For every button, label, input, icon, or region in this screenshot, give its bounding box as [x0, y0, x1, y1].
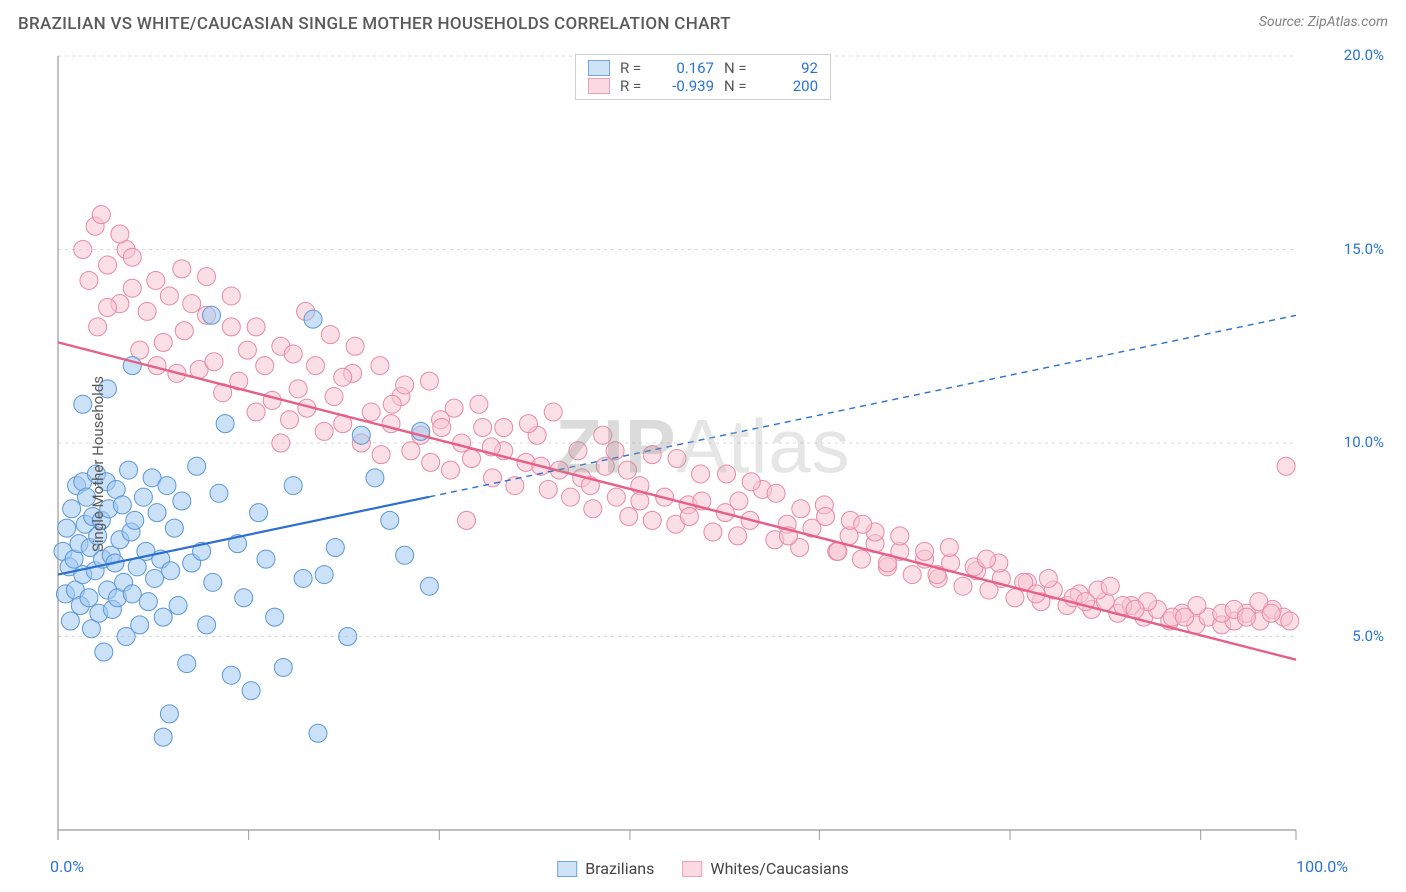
y-tick-label: 10.0%: [1344, 433, 1384, 451]
scatter-plot: [18, 50, 1388, 878]
legend-item: Brazilians: [557, 859, 654, 878]
y-tick-label: 20.0%: [1344, 46, 1384, 64]
x-tick-label: 100.0%: [1296, 857, 1348, 876]
y-tick-label: 5.0%: [1352, 627, 1384, 645]
legend-series: Brazilians Whites/Caucasians: [557, 859, 849, 878]
y-tick-label: 15.0%: [1344, 240, 1384, 258]
legend-stats: R = 0.167 N = 92 R = -0.939 N = 200: [575, 54, 831, 100]
legend-swatch: [557, 861, 577, 877]
legend-row: R = -0.939 N = 200: [588, 77, 818, 95]
legend-item: Whites/Caucasians: [682, 859, 848, 878]
legend-swatch: [682, 861, 702, 877]
legend-row: R = 0.167 N = 92: [588, 59, 818, 77]
y-axis-label: Single Mother Households: [89, 376, 107, 552]
source-attribution: Source: ZipAtlas.com: [1259, 14, 1388, 30]
chart-title: BRAZILIAN VS WHITE/CAUCASIAN SINGLE MOTH…: [18, 14, 731, 34]
legend-swatch: [588, 60, 610, 76]
legend-swatch: [588, 78, 610, 94]
x-tick-label: 0.0%: [50, 857, 84, 876]
chart-container: Single Mother Households ZIPAtlas R = 0.…: [18, 50, 1388, 878]
